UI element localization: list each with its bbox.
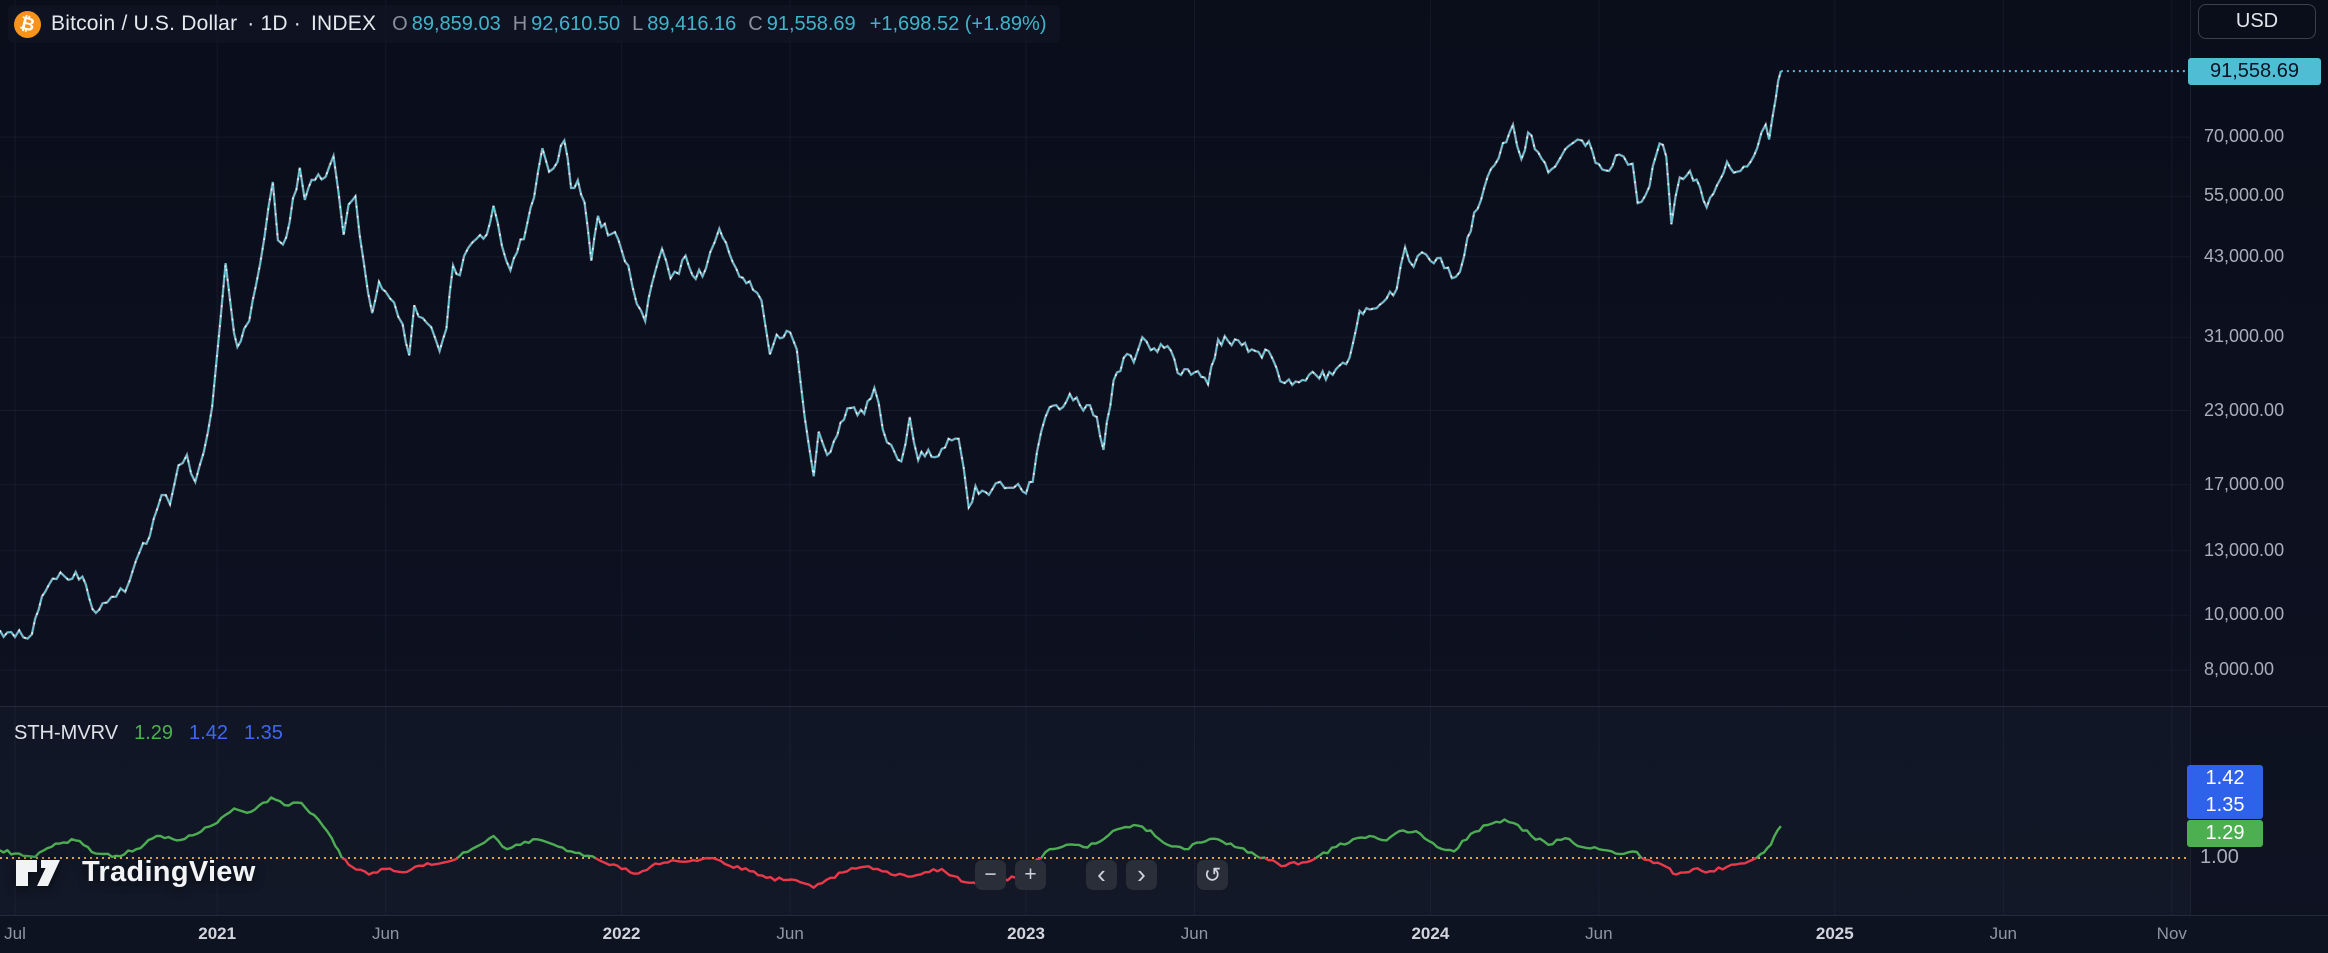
price-axis-label: 17,000.00 <box>2204 473 2285 494</box>
indicator-tag-green: 1.29 <box>2187 820 2263 847</box>
time-axis-year-label: 2022 <box>602 924 641 943</box>
close-value: 91,558.69 <box>766 12 856 35</box>
symbol-name[interactable]: Bitcoin / U.S. Dollar <box>51 12 238 35</box>
reset-icon: ↺ <box>1203 863 1222 887</box>
time-axis-year-label: 2024 <box>1411 924 1450 943</box>
time-axis[interactable]: Jul 2021 Jun 2022 Jun 2023 Jun 2024 Jun 2025 Jun No… <box>0 915 2328 953</box>
plus-icon: + <box>1024 863 1037 886</box>
price-axis-label: 13,000.00 <box>2204 539 2285 560</box>
high-value: 92,610.50 <box>531 12 621 35</box>
scroll-right-button[interactable]: › <box>1126 858 1157 890</box>
open-value: 89,859.03 <box>411 12 501 35</box>
time-axis-month-label: Jul <box>4 924 26 943</box>
time-axis-month-label: Jun <box>776 924 804 943</box>
time-axis-year-label: 2021 <box>198 924 237 943</box>
chevron-left-icon: ‹ <box>1097 858 1106 889</box>
time-axis-month-label: Nov <box>2156 924 2187 943</box>
last-price-tag: 91,558.69 <box>2188 58 2321 85</box>
minus-icon: − <box>984 863 997 886</box>
time-axis-month-label: Jun <box>1585 924 1613 943</box>
low-label: L <box>632 12 644 35</box>
low-value: 89,416.16 <box>647 12 737 35</box>
time-axis-month-label: Jun <box>371 924 400 943</box>
tradingview-logo-icon <box>14 857 72 889</box>
time-axis-month-label: Jun <box>1989 924 2018 943</box>
open-label: O <box>392 12 408 35</box>
price-axis-label: 43,000.00 <box>2204 245 2285 266</box>
close-label: C <box>748 12 763 35</box>
price-axis-label: 10,000.00 <box>2204 604 2285 625</box>
indicator-value-blue-a: 1.42 <box>189 722 228 744</box>
price-axis[interactable]: USD 70,000.00 55,000.00 43,000.00 31,000.00… <box>2187 0 2328 915</box>
indicator-legend[interactable]: STH-MVRV 1.29 1.42 1.35 <box>14 722 283 745</box>
indicator-tag-blue-a: 1.42 <box>2187 765 2263 792</box>
indicator-value-blue-b: 1.35 <box>243 722 283 744</box>
time-axis-year-label: 2025 <box>1815 924 1854 943</box>
price-axis-divider <box>2190 0 2191 915</box>
baseline-axis-label: 1.00 <box>2200 846 2239 868</box>
tradingview-logo-text: TradingView <box>82 856 256 888</box>
change-value: +1,698.52 (+1.89%) <box>869 12 1047 35</box>
time-axis-month-label: Jun <box>1180 924 1209 943</box>
pane-divider[interactable] <box>0 706 2328 708</box>
chevron-right-icon: › <box>1137 858 1146 889</box>
tradingview-logo[interactable]: TradingView <box>14 856 256 889</box>
price-axis-label: 23,000.00 <box>2204 399 2285 420</box>
price-axis-label: 55,000.00 <box>2204 185 2285 206</box>
reset-chart-button[interactable]: ↺ <box>1197 860 1228 890</box>
time-axis-year-label: 2023 <box>1007 924 1045 943</box>
bitcoin-icon: ₿ <box>14 10 41 38</box>
symbol-legend: ₿ Bitcoin / U.S. Dollar · 1D · INDEX O 8… <box>8 5 1061 43</box>
currency-button[interactable]: USD <box>2198 4 2316 39</box>
indicator-value-green: 1.29 <box>134 722 174 744</box>
scroll-left-button[interactable]: ‹ <box>1086 858 1117 890</box>
indicator-name: STH-MVRV <box>14 722 119 744</box>
zoom-out-button[interactable]: − <box>975 860 1006 890</box>
indicator-tag-blue-b: 1.35 <box>2187 792 2263 819</box>
chart-plot-area[interactable] <box>0 0 2190 915</box>
high-label: H <box>512 12 528 35</box>
exchange-label: INDEX <box>310 12 377 35</box>
price-axis-label: 8,000.00 <box>2204 659 2275 679</box>
ohlc-readout: O 89,859.03 H 92,610.50 L 89,416.16 C 91… <box>392 13 1046 36</box>
price-axis-label: 31,000.00 <box>2204 326 2285 347</box>
price-axis-label: 70,000.00 <box>2204 126 2285 147</box>
interval-label[interactable]: · 1D · <box>247 12 301 35</box>
zoom-in-button[interactable]: + <box>1015 860 1046 890</box>
chart-nav-toolbar: − + ‹ › ↺ <box>975 858 1228 890</box>
